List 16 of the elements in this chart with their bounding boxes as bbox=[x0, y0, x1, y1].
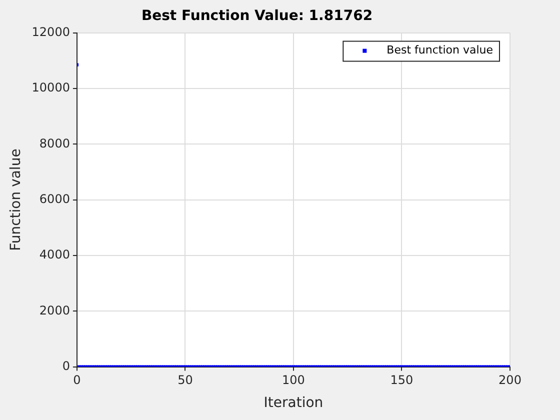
y-tick-label: 0 bbox=[62, 358, 70, 373]
x-axis-title: Iteration bbox=[264, 395, 324, 412]
y-tick-label: 8000 bbox=[39, 136, 70, 150]
y-tick-label: 10000 bbox=[32, 80, 70, 95]
chart-title: Best Function Value: 1.81762 bbox=[141, 8, 373, 24]
y-tick-label: 2000 bbox=[39, 303, 70, 318]
legend-label: Best function value bbox=[386, 44, 494, 57]
y-axis-title: Function value bbox=[8, 148, 24, 251]
x-tick-label: 100 bbox=[282, 373, 305, 388]
y-tick-label: 12000 bbox=[32, 24, 70, 39]
y-tick-label: 6000 bbox=[39, 192, 70, 206]
x-tick-label: 200 bbox=[498, 373, 522, 388]
x-tick-label: 0 bbox=[73, 373, 81, 388]
y-tick-label: 4000 bbox=[39, 248, 70, 262]
x-tick-label: 50 bbox=[178, 373, 193, 388]
x-tick-label: 150 bbox=[390, 373, 414, 388]
